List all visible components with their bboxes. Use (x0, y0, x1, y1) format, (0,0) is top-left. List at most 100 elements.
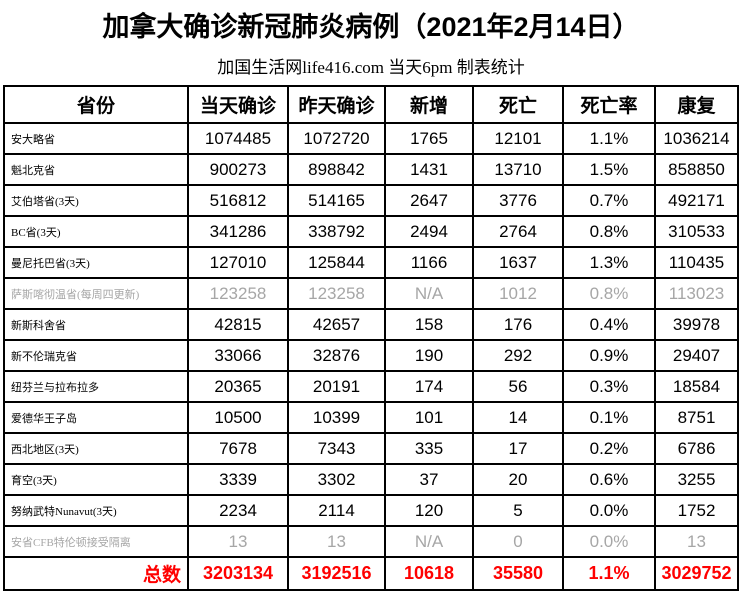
table-row: 安大略省 1074485 1072720 1765 12101 1.1% 103… (3, 122, 739, 155)
total-label: 总数 (3, 556, 189, 591)
cell-today-confirmed: 123258 (187, 277, 289, 310)
cell-yesterday-confirmed: 7343 (287, 432, 386, 465)
cell-yesterday-confirmed: 125844 (287, 246, 386, 279)
cell-recovered: 8751 (654, 401, 739, 434)
table-row: 魁北克省 900273 898842 1431 13710 1.5% 85885… (3, 153, 739, 186)
cell-new-cases: 335 (384, 432, 474, 465)
cell-death-rate: 0.7% (562, 184, 656, 217)
cell-recovered: 1752 (654, 494, 739, 527)
cell-yesterday-confirmed: 42657 (287, 308, 386, 341)
cell-death-rate: 0.2% (562, 432, 656, 465)
cell-deaths: 20 (472, 463, 564, 496)
cell-today-confirmed: 900273 (187, 153, 289, 186)
cell-today-confirmed: 10500 (187, 401, 289, 434)
cell-today-confirmed: 7678 (187, 432, 289, 465)
table-body: 安大略省 1074485 1072720 1765 12101 1.1% 103… (3, 122, 739, 558)
cell-recovered: 18584 (654, 370, 739, 403)
cell-death-rate: 1.3% (562, 246, 656, 279)
cell-yesterday-confirmed: 898842 (287, 153, 386, 186)
cell-deaths: 12101 (472, 122, 564, 155)
cell-yesterday-confirmed: 338792 (287, 215, 386, 248)
table-row: 艾伯塔省(3天) 516812 514165 2647 3776 0.7% 49… (3, 184, 739, 217)
cell-deaths: 3776 (472, 184, 564, 217)
cell-recovered: 6786 (654, 432, 739, 465)
covid-stats-table: 省份 当天确诊 昨天确诊 新增 死亡 死亡率 康复 安大略省 1074485 1… (3, 85, 739, 591)
column-header-new-cases: 新增 (384, 85, 474, 124)
cell-death-rate: 0.8% (562, 277, 656, 310)
cell-province: 安大略省 (3, 122, 189, 155)
total-today-confirmed: 3203134 (187, 556, 289, 591)
cell-death-rate: 0.9% (562, 339, 656, 372)
cell-recovered: 13 (654, 525, 739, 558)
cell-today-confirmed: 20365 (187, 370, 289, 403)
cell-today-confirmed: 33066 (187, 339, 289, 372)
cell-today-confirmed: 2234 (187, 494, 289, 527)
cell-new-cases: 101 (384, 401, 474, 434)
cell-deaths: 1637 (472, 246, 564, 279)
cell-new-cases: N/A (384, 277, 474, 310)
cell-new-cases: N/A (384, 525, 474, 558)
cell-deaths: 14 (472, 401, 564, 434)
cell-deaths: 5 (472, 494, 564, 527)
cell-deaths: 292 (472, 339, 564, 372)
cell-yesterday-confirmed: 10399 (287, 401, 386, 434)
cell-new-cases: 2647 (384, 184, 474, 217)
cell-today-confirmed: 1074485 (187, 122, 289, 155)
cell-today-confirmed: 516812 (187, 184, 289, 217)
cell-province: 爱德华王子岛 (3, 401, 189, 434)
column-header-today-confirmed: 当天确诊 (187, 85, 289, 124)
cell-death-rate: 1.5% (562, 153, 656, 186)
cell-recovered: 39978 (654, 308, 739, 341)
table-row: 萨斯喀彻温省(每周四更新) 123258 123258 N/A 1012 0.8… (3, 277, 739, 310)
cell-recovered: 29407 (654, 339, 739, 372)
cell-death-rate: 0.8% (562, 215, 656, 248)
cell-death-rate: 0.1% (562, 401, 656, 434)
cell-recovered: 110435 (654, 246, 739, 279)
cell-new-cases: 37 (384, 463, 474, 496)
cell-today-confirmed: 127010 (187, 246, 289, 279)
cell-province: 曼尼托巴省(3天) (3, 246, 189, 279)
cell-new-cases: 190 (384, 339, 474, 372)
total-yesterday-confirmed: 3192516 (287, 556, 386, 591)
table-row: 纽芬兰与拉布拉多 20365 20191 174 56 0.3% 18584 (3, 370, 739, 403)
cell-recovered: 310533 (654, 215, 739, 248)
cell-new-cases: 1166 (384, 246, 474, 279)
cell-yesterday-confirmed: 20191 (287, 370, 386, 403)
cell-new-cases: 1431 (384, 153, 474, 186)
cell-death-rate: 0.0% (562, 525, 656, 558)
column-header-death-rate: 死亡率 (562, 85, 656, 124)
page-title: 加拿大确诊新冠肺炎病例（2021年2月14日） (102, 12, 640, 42)
header-row: 省份 当天确诊 昨天确诊 新增 死亡 死亡率 康复 (3, 85, 739, 124)
cell-province: 安省CFB特伦顿接受隔离 (3, 525, 189, 558)
cell-deaths: 56 (472, 370, 564, 403)
total-deaths: 35580 (472, 556, 564, 591)
cell-deaths: 17 (472, 432, 564, 465)
cell-province: 西北地区(3天) (3, 432, 189, 465)
cell-recovered: 1036214 (654, 122, 739, 155)
cell-death-rate: 0.3% (562, 370, 656, 403)
table-row: 新不伦瑞克省 33066 32876 190 292 0.9% 29407 (3, 339, 739, 372)
cell-province: 新不伦瑞克省 (3, 339, 189, 372)
cell-today-confirmed: 3339 (187, 463, 289, 496)
cell-death-rate: 0.4% (562, 308, 656, 341)
column-header-recovered: 康复 (654, 85, 739, 124)
cell-yesterday-confirmed: 514165 (287, 184, 386, 217)
cell-yesterday-confirmed: 3302 (287, 463, 386, 496)
column-header-yesterday-confirmed: 昨天确诊 (287, 85, 386, 124)
cell-recovered: 3255 (654, 463, 739, 496)
cell-yesterday-confirmed: 1072720 (287, 122, 386, 155)
cell-province: 纽芬兰与拉布拉多 (3, 370, 189, 403)
cell-recovered: 113023 (654, 277, 739, 310)
table-row: 育空(3天) 3339 3302 37 20 0.6% 3255 (3, 463, 739, 496)
cell-today-confirmed: 13 (187, 525, 289, 558)
total-new-cases: 10618 (384, 556, 474, 591)
cell-new-cases: 1765 (384, 122, 474, 155)
table-row: 西北地区(3天) 7678 7343 335 17 0.2% 6786 (3, 432, 739, 465)
cell-province: 艾伯塔省(3天) (3, 184, 189, 217)
page-subtitle: 加国生活网life416.com 当天6pm 制表统计 (217, 58, 525, 77)
cell-deaths: 176 (472, 308, 564, 341)
cell-new-cases: 174 (384, 370, 474, 403)
cell-recovered: 492171 (654, 184, 739, 217)
table-row: 努纳武特Nunavut(3天) 2234 2114 120 5 0.0% 175… (3, 494, 739, 527)
table-row: 新斯科舍省 42815 42657 158 176 0.4% 39978 (3, 308, 739, 341)
